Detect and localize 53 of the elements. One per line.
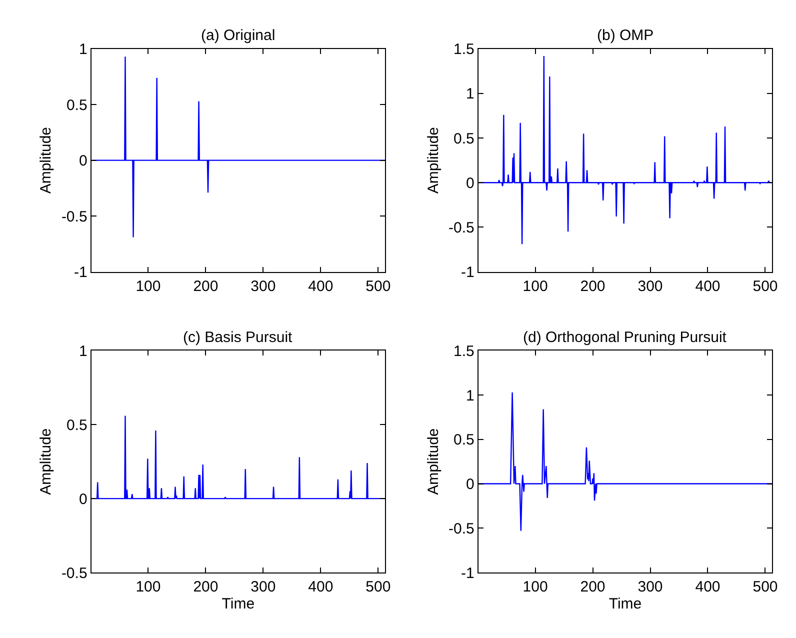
y-axis-title: Amplitude (424, 428, 442, 495)
y-tick-label: 1 (78, 41, 88, 58)
line-series (478, 392, 772, 532)
y-tick-label: 0.5 (454, 130, 474, 148)
x-tick-label: 200 (580, 278, 606, 295)
y-tick-label: 0 (466, 174, 474, 192)
y-tick-label: 0 (78, 490, 88, 508)
y-tick-label: -1 (461, 264, 474, 282)
x-tick-label: 400 (308, 278, 334, 295)
y-tick-label: -1 (461, 564, 474, 582)
y-tick-label: 1.5 (454, 41, 474, 58)
y-tick-label: 0 (466, 476, 474, 494)
y-tick-label: -0.5 (61, 564, 88, 582)
y-tick-label: 1 (78, 342, 88, 360)
y-tick-label: 0.5 (66, 96, 88, 114)
x-tick-label: 200 (193, 578, 218, 596)
y-axis-title: Amplitude (38, 428, 55, 495)
x-tick-label: 300 (250, 278, 276, 295)
x-tick-label: 500 (752, 578, 778, 596)
x-axis-title: Time (608, 596, 642, 613)
line-series (91, 56, 386, 238)
x-tick-label: 200 (193, 278, 218, 295)
x-tick-label: 100 (522, 578, 548, 596)
x-tick-label: 400 (308, 578, 334, 596)
x-tick-label: 300 (638, 578, 663, 596)
y-axis-title: Amplitude (424, 126, 442, 194)
x-tick-label: 500 (752, 278, 778, 295)
chart-title: (d) Orthogonal Pruning Pursuit (523, 329, 728, 346)
chart-title: (b) OMP (597, 27, 654, 44)
x-axis-title: Time (222, 596, 255, 613)
y-tick-label: 1.5 (454, 342, 474, 360)
y-tick-label: -0.5 (448, 219, 474, 236)
y-tick-label: 0 (78, 152, 88, 170)
y-tick-label: 1 (466, 86, 474, 103)
y-tick-label: -0.5 (61, 208, 88, 226)
x-tick-label: 500 (366, 278, 391, 295)
y-tick-label: 0.5 (454, 432, 474, 449)
x-tick-label: 300 (638, 278, 663, 295)
y-axis-title: Amplitude (38, 126, 55, 194)
x-tick-label: 300 (250, 578, 276, 596)
y-tick-label: -0.5 (448, 520, 474, 538)
x-tick-label: 400 (695, 278, 720, 295)
chart-title: (c) Basis Pursuit (183, 329, 294, 346)
chart-title: (a) Original (201, 27, 276, 44)
y-tick-label: 0.5 (66, 416, 88, 434)
x-tick-label: 100 (522, 278, 548, 295)
y-tick-label: 1 (466, 387, 474, 404)
y-tick-label: -1 (74, 264, 88, 282)
x-tick-label: 400 (695, 578, 720, 596)
x-tick-label: 200 (580, 578, 606, 596)
x-tick-label: 100 (136, 278, 161, 295)
x-tick-label: 100 (136, 578, 161, 596)
x-tick-label: 500 (366, 578, 391, 596)
